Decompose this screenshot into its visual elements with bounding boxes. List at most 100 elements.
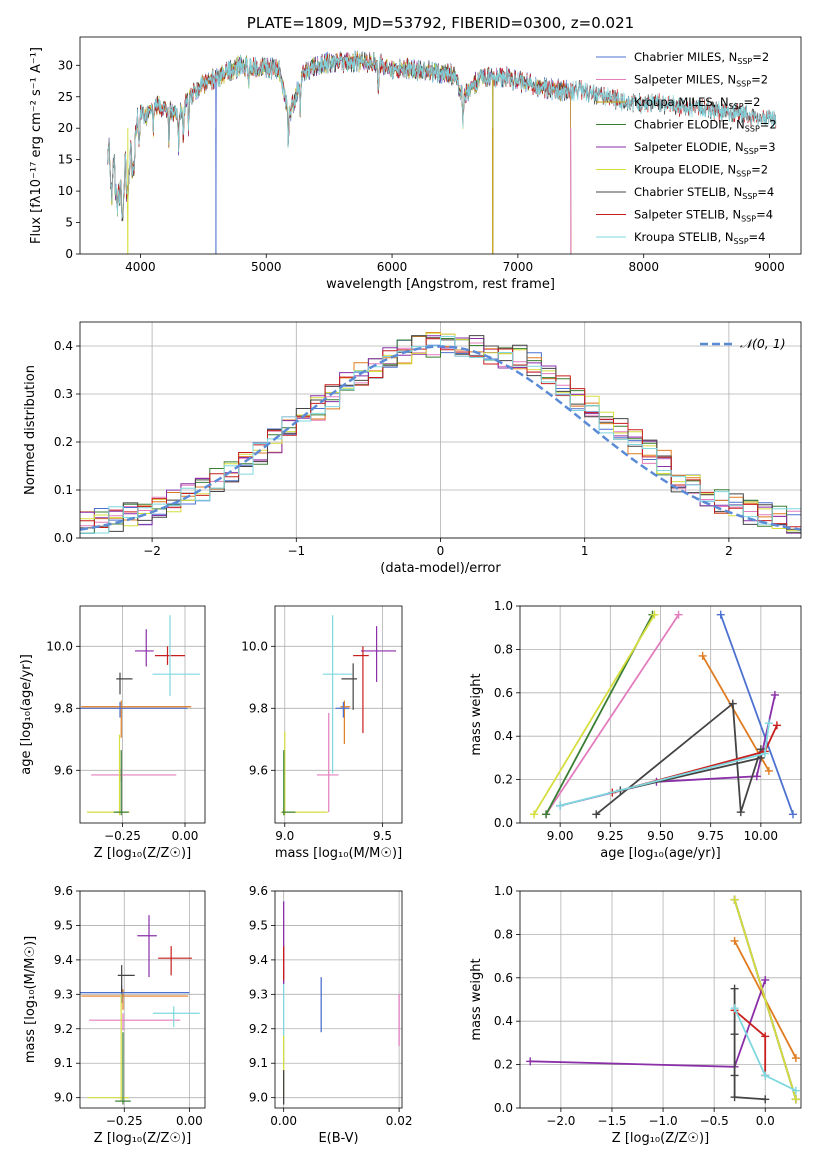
errorbar-point bbox=[341, 663, 358, 710]
y-tick-label: 0.0 bbox=[494, 816, 513, 830]
x-tick-label: −1 bbox=[287, 544, 305, 558]
chart-title: PLATE=1809, MJD=53792, FIBERID=0300, z=0… bbox=[247, 14, 634, 32]
y-tick-label: 0.3 bbox=[54, 387, 73, 401]
mass-weight-marker bbox=[728, 699, 737, 708]
x-axis-label: Z [log₁₀(Z/Z☉)] bbox=[94, 846, 191, 861]
mass-weight-marker bbox=[730, 936, 739, 945]
mass-weight-line bbox=[719, 614, 794, 815]
errorbar-point bbox=[360, 626, 397, 682]
x-tick-label: 7000 bbox=[503, 260, 534, 274]
mass-weight-marker bbox=[761, 1095, 770, 1104]
spectrum-series-line bbox=[107, 52, 494, 254]
mass-weight-marker bbox=[761, 1032, 770, 1041]
x-tick-label: 0.0 bbox=[756, 1114, 775, 1128]
y-tick-label: 15 bbox=[58, 153, 73, 167]
errorbar-point bbox=[152, 1006, 200, 1028]
x-tick-label: 6000 bbox=[377, 260, 408, 274]
errorbar-point bbox=[158, 946, 192, 976]
y-tick-label: 0.2 bbox=[54, 435, 73, 449]
mass-weight-marker bbox=[730, 984, 739, 993]
x-tick-label: −2.0 bbox=[546, 1114, 575, 1128]
y-tick-label: 9.0 bbox=[249, 1091, 268, 1105]
errorbar-point bbox=[137, 915, 157, 978]
errorbar-plot bbox=[80, 915, 200, 1105]
x-axis-label: Z [log₁₀(Z/Z☉)] bbox=[612, 1131, 709, 1146]
age-vs-mass-axes: 9.0 9.5 9.6 9.8 10.0 mass [log₁₀(M/M☉)] bbox=[241, 605, 403, 861]
errorbar-point bbox=[116, 672, 133, 695]
mass-weight-plot bbox=[526, 895, 800, 1104]
x-axis-label: Z [log₁₀(Z/Z☉)] bbox=[94, 1131, 191, 1146]
mass-weight-marker bbox=[791, 1086, 800, 1095]
mass-weight-marker bbox=[526, 1057, 535, 1066]
x-tick-label: −2 bbox=[143, 544, 161, 558]
legend-label: Salpeter MILES, NSSP=2 bbox=[634, 73, 768, 89]
mass-vs-ebv-axes: 0.00 0.02 9.0 9.1 9.2 9.3 9.4 9.5 9.6 E(B-V) bbox=[249, 884, 413, 1146]
y-tick-label: 20 bbox=[58, 121, 73, 135]
mass-weight-marker bbox=[791, 1095, 800, 1104]
mass-weight-line bbox=[545, 614, 680, 815]
mass-weight-marker bbox=[736, 808, 745, 817]
y-tick-label: 0 bbox=[65, 247, 73, 261]
y-tick-label: 9.5 bbox=[54, 918, 73, 932]
mass-weight-marker bbox=[592, 810, 601, 819]
y-tick-label: 9.5 bbox=[249, 918, 268, 932]
mass-weight-line bbox=[701, 655, 770, 772]
mass-weight-marker bbox=[650, 610, 659, 619]
massweight-vs-age-axes: 9.00 9.25 9.50 9.75 10.00 0.0 0.2 0.4 0.6 0.8 1.0 a… bbox=[469, 599, 802, 861]
y-axis-label: age [log₁₀(age/yr)] bbox=[19, 654, 34, 775]
x-tick-label: 4000 bbox=[125, 260, 156, 274]
y-axis-label: mass weight bbox=[469, 673, 484, 755]
y-tick-label: 9.6 bbox=[249, 763, 268, 777]
y-tick-label: 9.4 bbox=[54, 953, 73, 967]
x-tick-label: 10.00 bbox=[744, 829, 778, 843]
errorbar-point bbox=[152, 615, 200, 696]
mass-weight-line bbox=[530, 979, 767, 1068]
errorbar-point bbox=[322, 615, 353, 774]
massweight-vs-Z-axes: −2.0 −1.5 −1.0 −0.5 0.0 0.0 0.2 0.4 0.6 0.8 1.0 Z [… bbox=[469, 884, 802, 1146]
x-tick-label: 9.50 bbox=[647, 829, 674, 843]
y-tick-label: 9.8 bbox=[249, 701, 268, 715]
y-axis-label: Normed distribution bbox=[23, 365, 38, 495]
mass-weight-marker bbox=[716, 610, 725, 619]
x-tick-label: 2 bbox=[725, 544, 733, 558]
y-tick-label: 1.0 bbox=[494, 884, 513, 898]
y-tick-label: 9.3 bbox=[54, 987, 73, 1001]
axes-frame bbox=[274, 605, 403, 824]
y-tick-label: 1.0 bbox=[494, 599, 513, 613]
y-axis-label: Flux [fλ10⁻¹⁷ erg cm⁻² s⁻¹ A⁻¹] bbox=[29, 47, 44, 244]
legend-label: Kroupa STELIB, NSSP=4 bbox=[634, 230, 765, 246]
x-tick-label: 9.0 bbox=[275, 829, 294, 843]
ebv-plot bbox=[283, 901, 400, 1105]
y-tick-label: 9.3 bbox=[249, 987, 268, 1001]
axes-frame bbox=[519, 605, 802, 824]
legend-label: 𝒩(0, 1) bbox=[740, 336, 786, 351]
axes-frame bbox=[79, 36, 802, 255]
x-axis-label: age [log₁₀(age/yr)] bbox=[600, 846, 721, 861]
mass-weight-marker bbox=[556, 801, 565, 810]
errorbar-point bbox=[113, 750, 129, 816]
y-tick-label: 0.4 bbox=[494, 729, 513, 743]
y-tick-label: 0.4 bbox=[494, 1014, 513, 1028]
mass-weight-marker bbox=[730, 1093, 739, 1102]
errorbar-point bbox=[280, 731, 328, 816]
mass-weight-marker bbox=[791, 1054, 800, 1063]
y-tick-label: 10.0 bbox=[241, 639, 268, 653]
mass-weight-marker bbox=[788, 810, 797, 819]
x-tick-label: 0.00 bbox=[270, 1114, 297, 1128]
y-tick-label: 0.6 bbox=[494, 686, 513, 700]
mass-vs-Z-axes: −0.25 0.00 9.0 9.1 9.2 9.3 9.4 9.5 9.6 Z [log₁₀(Z… bbox=[23, 884, 206, 1146]
mass-weight-plot bbox=[530, 610, 797, 819]
mass-weight-marker bbox=[760, 749, 769, 758]
y-tick-label: 0.1 bbox=[54, 483, 73, 497]
y-tick-label: 9.2 bbox=[249, 1022, 268, 1036]
axes-frame bbox=[519, 890, 802, 1109]
x-axis-label: E(B-V) bbox=[318, 1131, 358, 1146]
mass-weight-line bbox=[533, 614, 656, 815]
y-tick-label: 0.4 bbox=[54, 339, 73, 353]
mass-weight-line bbox=[595, 701, 762, 815]
y-tick-label: 9.6 bbox=[249, 884, 268, 898]
errorbar-plot bbox=[80, 615, 200, 816]
x-tick-label: 9000 bbox=[754, 260, 785, 274]
mass-weight-line bbox=[733, 899, 797, 1100]
spectrum-plot bbox=[107, 50, 777, 254]
